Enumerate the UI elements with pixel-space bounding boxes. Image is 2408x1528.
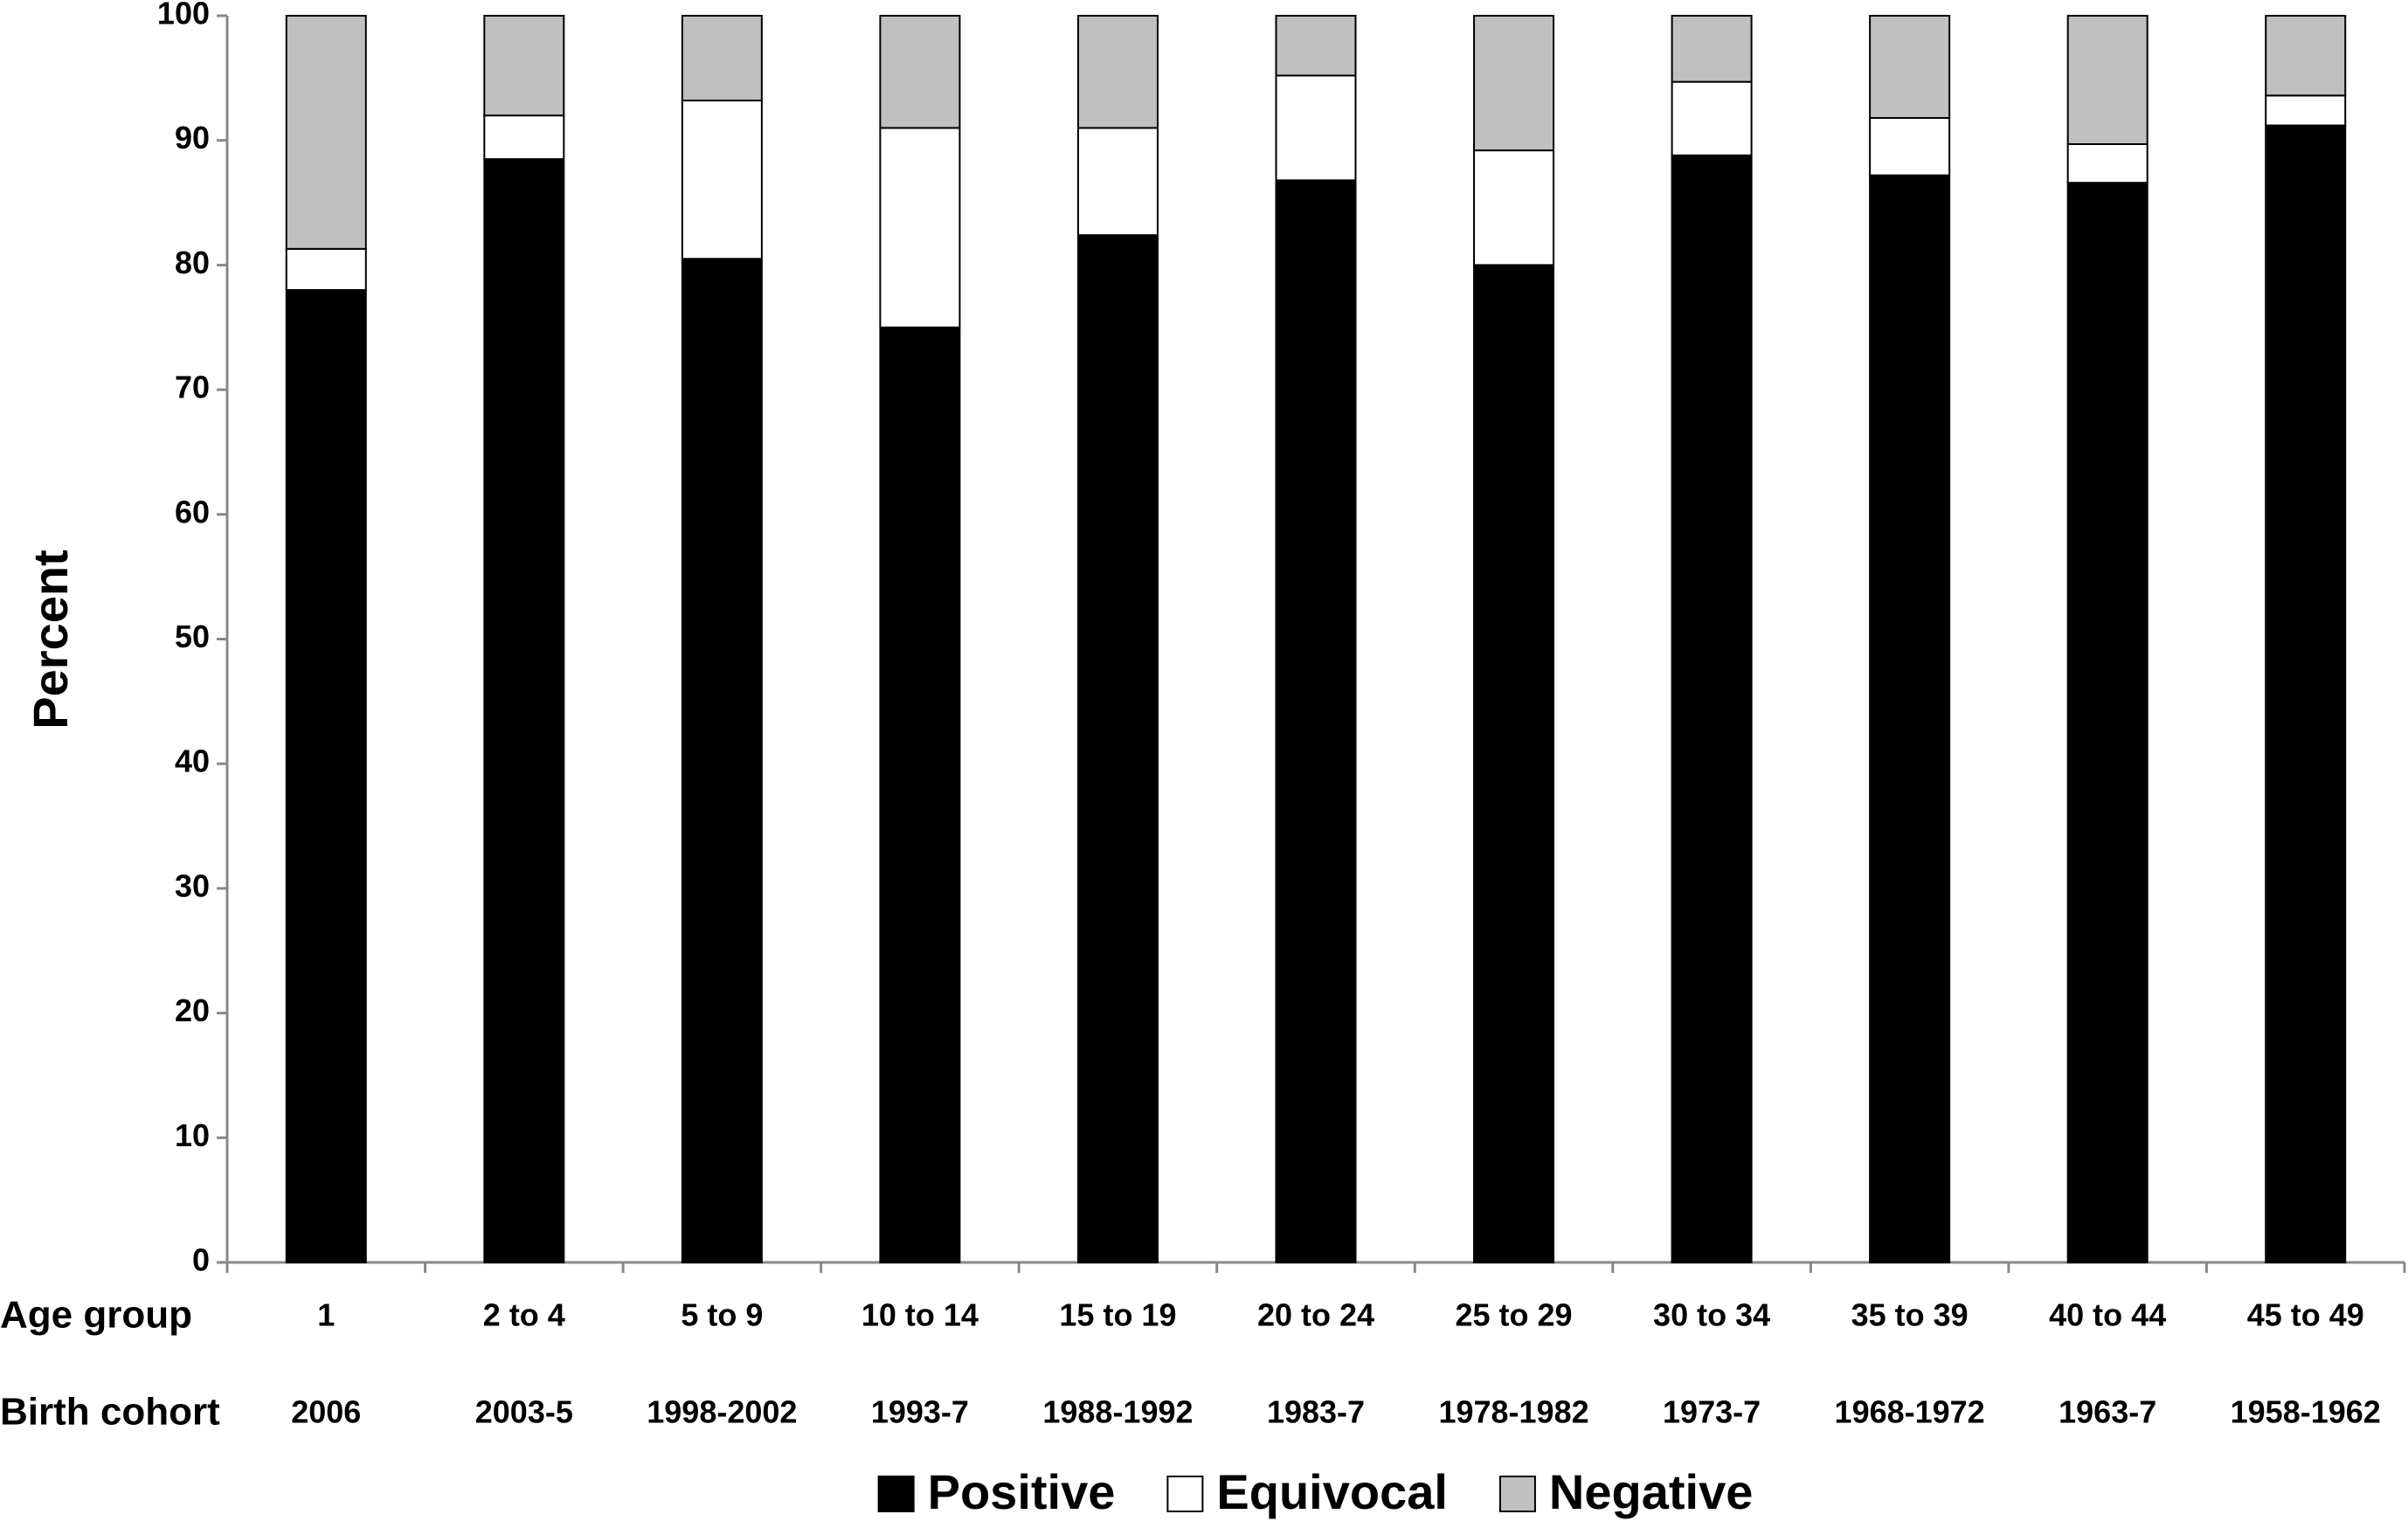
y-tick-label: 0	[192, 1242, 210, 1278]
bar-segment	[1275, 74, 1357, 182]
bar-segment	[2265, 15, 2347, 97]
bar-segment	[1076, 234, 1159, 1264]
bar-segment	[483, 158, 565, 1264]
y-tick-label: 100	[157, 0, 210, 31]
x-tick-label: 15 to 19	[1059, 1297, 1176, 1333]
cohort-label: 1968-1972	[1835, 1394, 1985, 1430]
bar-segment	[1671, 154, 1753, 1264]
legend-label: Positive	[928, 1464, 1116, 1519]
bar-segment	[2066, 15, 2149, 145]
x-tick-label: 25 to 29	[1456, 1297, 1573, 1333]
y-axis-title: Percent	[23, 550, 78, 729]
x-tick-label: 2 to 4	[483, 1297, 565, 1333]
cohort-row-label: Birth cohort	[0, 1391, 220, 1434]
legend-swatch	[877, 1476, 915, 1512]
bar-segment	[1473, 149, 1555, 266]
legend-swatch	[1498, 1476, 1536, 1512]
cohort-label: 2006	[291, 1394, 361, 1430]
legend-swatch	[1166, 1476, 1204, 1512]
cohort-label: 1988-1992	[1042, 1394, 1193, 1430]
bar-segment	[1076, 15, 1159, 129]
x-tick-label: 20 to 24	[1257, 1297, 1374, 1333]
x-tick-label: 10 to 14	[861, 1297, 979, 1333]
bar-segment	[879, 127, 961, 328]
legend-label: Equivocal	[1216, 1464, 1448, 1519]
cohort-label: 1993-7	[871, 1394, 969, 1430]
x-tick-label: 5 to 9	[681, 1297, 763, 1333]
y-tick-label: 20	[175, 992, 210, 1028]
bar-segment	[483, 15, 565, 117]
y-tick-label: 90	[175, 120, 210, 156]
bar-segment	[285, 288, 367, 1264]
bar-segment	[483, 114, 565, 161]
y-tick-label: 50	[175, 619, 210, 654]
bar-segment	[879, 326, 961, 1263]
x-tick-label: 1	[317, 1297, 335, 1333]
cohort-label: 1958-1962	[2231, 1394, 2381, 1430]
y-tick-label: 60	[175, 494, 210, 529]
cohort-label: 1963-7	[2059, 1394, 2156, 1430]
bar-segment	[1275, 15, 1357, 77]
bar-segment	[1869, 15, 1951, 120]
bar-segment	[1869, 117, 1951, 176]
cohort-label: 1983-7	[1267, 1394, 1365, 1430]
bar-segment	[2066, 142, 2149, 184]
bar-segment	[285, 15, 367, 250]
bar-segment	[2066, 182, 2149, 1263]
x-tick-label: 35 to 39	[1851, 1297, 1969, 1333]
bar-segment	[681, 258, 763, 1263]
cohort-label: 1978-1982	[1438, 1394, 1588, 1430]
legend-label: Negative	[1549, 1464, 1753, 1519]
y-tick-label: 70	[175, 370, 210, 405]
bar-segment	[285, 247, 367, 291]
y-tick-label: 10	[175, 1117, 210, 1153]
x-tick-label: 30 to 34	[1653, 1297, 1770, 1333]
y-tick-label: 30	[175, 868, 210, 903]
y-tick-label: 40	[175, 743, 210, 779]
bar-segment	[1076, 127, 1159, 237]
bar-segment	[2265, 94, 2347, 127]
x-tick-label: 40 to 44	[2049, 1297, 2166, 1333]
cohort-label: 1973-7	[1663, 1394, 1761, 1430]
bar-segment	[681, 15, 763, 102]
category-row-label: Age group	[0, 1294, 192, 1337]
bar-segment	[1473, 15, 1555, 152]
bar-segment	[1671, 80, 1753, 156]
bar-segment	[1869, 174, 1951, 1263]
bar-segment	[681, 100, 763, 260]
cohort-label: 2003-5	[475, 1394, 573, 1430]
bar-segment	[1275, 179, 1357, 1263]
bar-segment	[1473, 264, 1555, 1263]
x-tick-label: 45 to 49	[2247, 1297, 2364, 1333]
bar-segment	[1671, 15, 1753, 83]
bar-segment	[2265, 124, 2347, 1263]
bar-segment	[879, 15, 961, 129]
y-tick-label: 80	[175, 245, 210, 280]
cohort-label: 1998-2002	[647, 1394, 797, 1430]
